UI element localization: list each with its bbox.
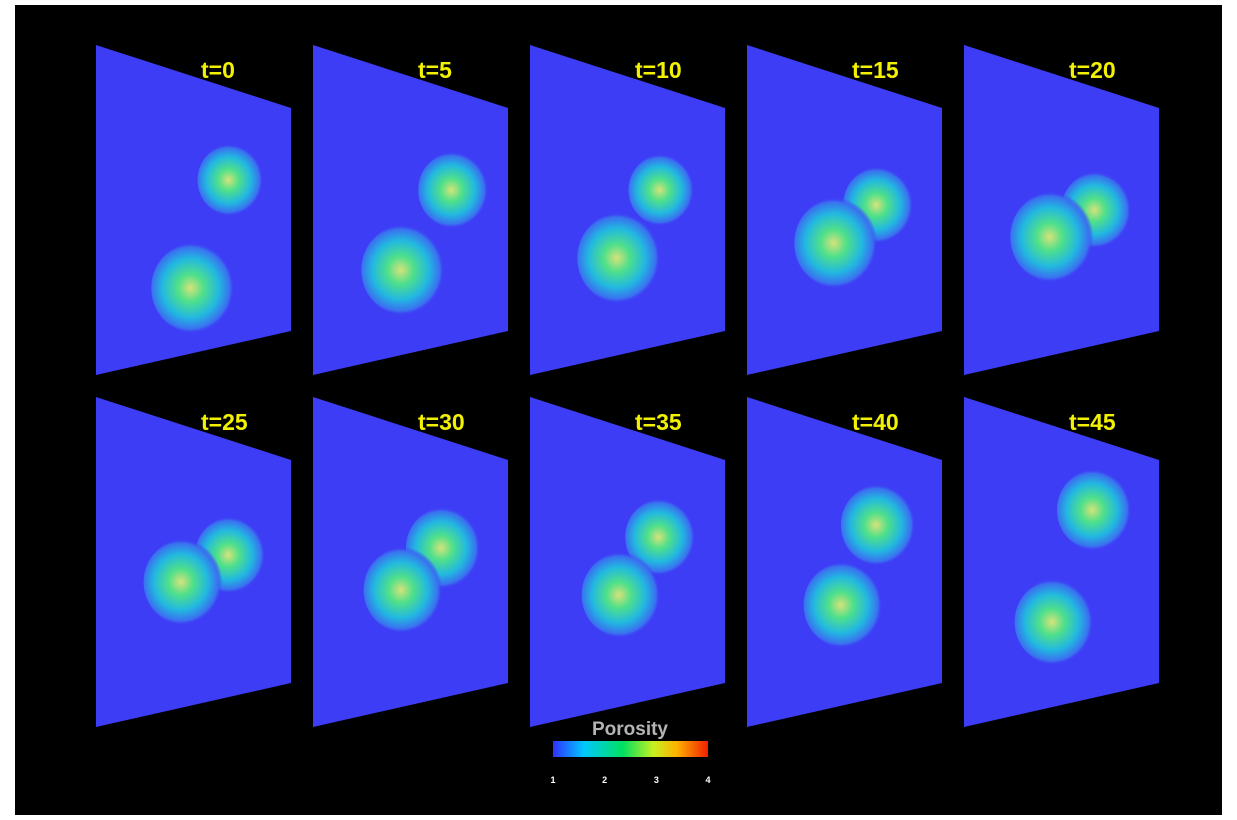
pore-blob — [364, 547, 447, 633]
time-label: t=35 — [635, 409, 682, 435]
colorbar-tick: 2 — [602, 775, 607, 785]
pore-blob — [1015, 579, 1098, 665]
pore-blob — [794, 197, 881, 288]
time-label: t=25 — [201, 409, 248, 435]
pore-blob — [151, 242, 238, 333]
pore-blob — [804, 562, 887, 648]
colorbar-tick: 1 — [550, 775, 555, 785]
figure: t=0 t=5 t=10 t=15 t=20 t=25 t=30 t=35 t=40 t=45 P… — [0, 0, 1237, 820]
pore-blob — [577, 212, 664, 303]
pore-blob — [144, 539, 227, 625]
pore-blob — [198, 144, 267, 216]
colorbar-title: Porosity — [592, 719, 668, 740]
time-label: t=40 — [852, 409, 899, 435]
time-label: t=15 — [852, 57, 899, 83]
colorbar — [553, 741, 708, 757]
pore-blob — [629, 154, 698, 226]
pore-blob — [361, 224, 448, 315]
colorbar-tick: 3 — [654, 775, 659, 785]
time-label: t=45 — [1069, 409, 1116, 435]
time-label: t=30 — [418, 409, 465, 435]
colorbar-tick: 4 — [705, 775, 710, 785]
pore-blob — [582, 552, 665, 638]
time-label: t=10 — [635, 57, 682, 83]
pore-blob — [841, 484, 919, 566]
pore-blob — [1010, 191, 1097, 282]
pore-blob — [418, 152, 492, 229]
time-label: t=5 — [418, 57, 452, 83]
time-label: t=0 — [201, 57, 235, 83]
time-label: t=20 — [1069, 57, 1116, 83]
pore-blob — [1057, 469, 1135, 551]
